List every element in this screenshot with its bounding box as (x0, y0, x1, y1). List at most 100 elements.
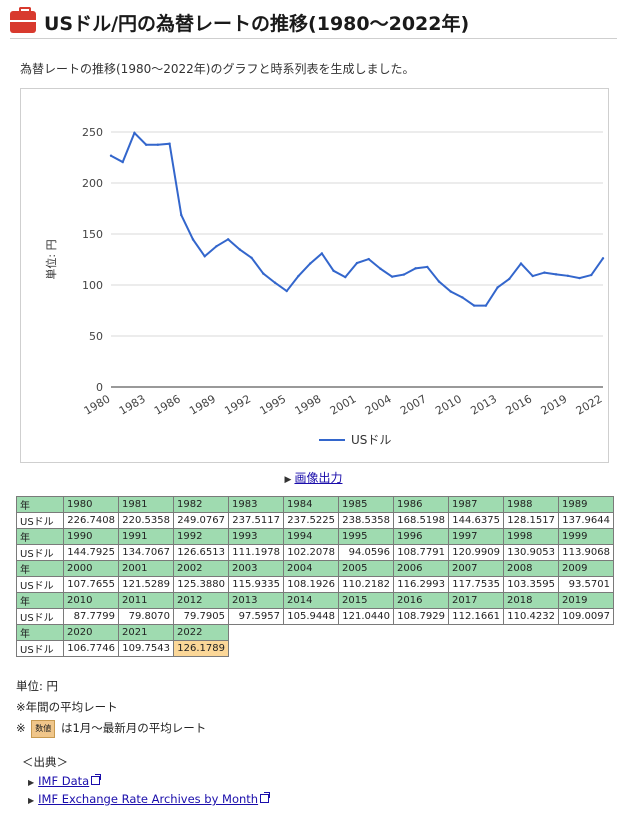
rate-value-cell: 93.5701 (558, 576, 614, 593)
export-row: ▶ 画像出力 (0, 469, 627, 486)
year-cell: 2013 (228, 592, 284, 609)
year-cell: 1989 (558, 496, 614, 513)
data-point (320, 252, 324, 255)
rate-value-cell: 108.7929 (393, 608, 449, 625)
data-point (449, 290, 452, 293)
x-tick-label: 1986 (152, 392, 183, 417)
toolbox-icon (10, 7, 36, 33)
data-point (133, 131, 136, 135)
data-point (215, 245, 218, 248)
year-cell: 2022 (173, 624, 229, 641)
currency-label-cell: USドル (16, 608, 64, 625)
y-tick-label: 50 (89, 330, 103, 343)
year-cell: 1987 (448, 496, 504, 513)
value-row: USドル 106.7746 109.7543 126.1789 (16, 640, 614, 657)
y-tick-label: 0 (96, 381, 103, 394)
page-title: USドル/円の為替レートの推移(1980～2022年) (44, 12, 470, 35)
y-tick-label: 100 (82, 279, 103, 292)
x-tick-label: 2001 (328, 392, 359, 417)
x-tick-label: 1983 (117, 392, 148, 417)
x-tick-label: 2010 (433, 392, 464, 417)
year-header-cell: 年 (16, 592, 64, 609)
year-cell: 2016 (393, 592, 449, 609)
rate-value-cell: 134.7067 (118, 544, 174, 561)
year-cell: 2002 (173, 560, 229, 577)
year-cell: 1999 (558, 528, 614, 545)
x-tick-label: 1995 (257, 392, 288, 417)
rate-value-cell: 79.8070 (118, 608, 174, 625)
data-point (344, 275, 347, 279)
rate-value-cell: 120.9909 (448, 544, 504, 561)
value-row: USドル 226.7408 220.5358 249.0767 237.5117 237.… (16, 512, 614, 529)
year-cell: 2019 (558, 592, 614, 609)
rate-value-cell: 111.1978 (228, 544, 284, 561)
data-point (601, 257, 605, 260)
external-link-icon (91, 774, 102, 785)
rate-value-cell: 126.1789 (173, 640, 229, 657)
rate-value-cell: 115.9335 (228, 576, 284, 593)
export-image-link[interactable]: 画像出力 (294, 471, 343, 485)
year-cell: 2012 (173, 592, 229, 609)
currency-label-cell: USドル (16, 512, 64, 529)
data-point (590, 273, 593, 277)
arrow-icon: ▶ (284, 475, 292, 485)
source-link-imf-archives[interactable]: IMF Exchange Rate Archives by Month (38, 792, 259, 806)
year-cell: 2011 (118, 592, 174, 609)
data-point (414, 267, 417, 270)
year-cell: 1995 (338, 528, 394, 545)
rate-value-cell: 113.9068 (558, 544, 614, 561)
sources: ＜出典＞ ▶ IMF Data ▶ IMF Exchange Rate Archiv… (22, 754, 271, 810)
rate-value-cell: 102.2078 (283, 544, 339, 561)
year-header-cell: 年 (16, 560, 64, 577)
x-tick-label: 1980 (82, 392, 113, 417)
rate-value-cell: 125.3880 (173, 576, 229, 593)
y-tick-label: 200 (82, 177, 103, 190)
rate-value-cell: 107.7655 (63, 576, 119, 593)
data-point (203, 255, 206, 258)
data-point (121, 160, 124, 164)
rate-value-cell: 249.0767 (173, 512, 229, 529)
source-item: ▶ IMF Exchange Rate Archives by Month (28, 792, 271, 808)
rate-value-cell: 226.7408 (63, 512, 119, 529)
year-cell: 1983 (228, 496, 284, 513)
note-prefix: ※ (16, 721, 26, 735)
source-link-imf-data[interactable]: IMF Data (38, 774, 90, 788)
intro-text: 為替レートの推移(1980～2022年)のグラフと時系列表を生成しました。 (20, 62, 415, 76)
year-cell: 1993 (228, 528, 284, 545)
unit-note: 単位: 円 (16, 679, 59, 693)
data-point (578, 276, 581, 280)
data-point (156, 143, 160, 146)
x-tick-label: 2004 (363, 392, 394, 417)
year-row: 年 2000 2001 2002 2003 2004 2005 2006 2007 2008 200… (16, 560, 614, 577)
data-point (308, 262, 312, 265)
year-cell: 2003 (228, 560, 284, 577)
year-cell: 2014 (283, 592, 339, 609)
year-row: 年 1990 1991 1992 1993 1994 1995 1996 1997 1998 199… (16, 528, 614, 545)
data-point (402, 273, 406, 276)
rate-value-cell: 79.7905 (173, 608, 229, 625)
year-cell: 1988 (503, 496, 559, 513)
value-badge: 数値 (31, 720, 56, 738)
arrow-icon: ▶ (28, 796, 35, 805)
year-cell: 1982 (173, 496, 229, 513)
rate-value-cell: 144.7925 (63, 544, 119, 561)
chart-container: 0 50 100 150 200 250 1980 1983 1986 1989 1992 1995 1… (20, 88, 609, 463)
x-tick-label: 2007 (398, 392, 429, 417)
legend-label: USドル (351, 433, 391, 447)
data-point (109, 154, 113, 157)
year-cell: 2010 (63, 592, 119, 609)
value-row: USドル 107.7655 121.5289 125.3880 115.9335 108.… (16, 576, 614, 593)
x-tick-label: 2016 (503, 392, 534, 417)
year-cell: 2005 (338, 560, 394, 577)
rate-value-cell: 112.1661 (448, 608, 504, 625)
x-tick-label: 1992 (222, 392, 253, 417)
rate-value-cell: 238.5358 (338, 512, 394, 529)
year-cell: 2009 (558, 560, 614, 577)
data-point (367, 257, 370, 261)
x-tick-label: 2022 (574, 392, 605, 417)
rate-table: 年 1980 1981 1982 1983 1984 1985 1986 1987 1988 198… (16, 496, 614, 657)
data-point (285, 289, 288, 293)
rate-value-cell: 87.7799 (63, 608, 119, 625)
annual-note: ※年間の平均レート (16, 700, 118, 714)
value-row: USドル 144.7925 134.7067 126.6513 111.1978 102.… (16, 544, 614, 561)
